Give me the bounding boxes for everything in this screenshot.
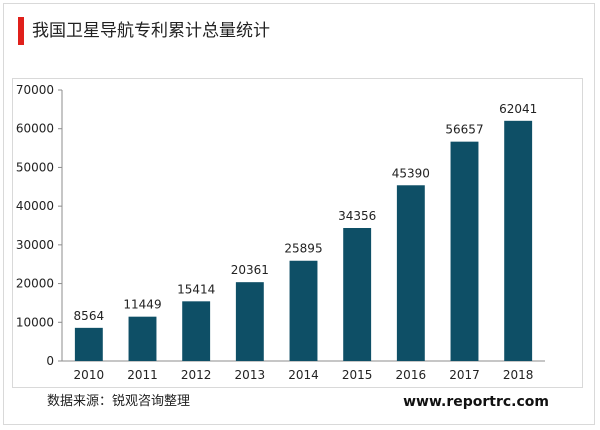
y-tick-label: 60000	[16, 122, 54, 136]
y-tick-label: 70000	[16, 83, 54, 97]
x-tick-label: 2015	[342, 368, 373, 382]
data-label: 20361	[231, 263, 269, 277]
data-label: 11449	[123, 298, 161, 312]
x-tick-label: 2011	[127, 368, 158, 382]
x-tick-label: 2016	[396, 368, 427, 382]
plot-area-border	[12, 78, 583, 388]
data-label: 56657	[445, 123, 483, 137]
x-tick-label: 2018	[503, 368, 534, 382]
x-tick-label: 2010	[74, 368, 105, 382]
y-tick-label: 40000	[16, 199, 54, 213]
y-tick-label: 20000	[16, 277, 54, 291]
x-tick-label: 2013	[235, 368, 266, 382]
data-label: 62041	[499, 102, 537, 116]
bar-2018	[504, 120, 533, 361]
page-title: 我国卫星导航专利累计总量统计	[32, 21, 270, 41]
data-label: 34356	[338, 209, 376, 223]
bar-2016	[396, 185, 425, 361]
bar-2013	[235, 282, 264, 361]
data-label: 45390	[392, 166, 430, 180]
bar-2010	[74, 327, 103, 361]
bar-2015	[343, 227, 372, 361]
x-axis: 2010 2011 2012 2013 2014 2015 2016 2017 2018	[62, 360, 545, 382]
x-tick-label: 2017	[449, 368, 480, 382]
data-label: 8564	[74, 309, 105, 323]
y-tick-label: 30000	[16, 238, 54, 252]
data-source-note: 数据来源：锐观咨询整理	[47, 394, 191, 409]
y-tick-label: 50000	[16, 160, 54, 174]
data-label: 15414	[177, 282, 215, 296]
bar-2017	[450, 141, 479, 361]
bar-2012	[182, 301, 211, 361]
y-tick-label: 10000	[16, 315, 54, 329]
x-tick-label: 2012	[181, 368, 212, 382]
y-tick-label: 0	[46, 354, 54, 368]
bars	[74, 120, 533, 361]
title-accent-bar	[18, 17, 24, 45]
website-link[interactable]: www.reportrc.com	[403, 394, 549, 410]
data-label: 25895	[284, 242, 322, 256]
bar-2014	[289, 260, 318, 361]
y-axis: 0 10000 20000 30000 40000 50000 60000 70000	[16, 83, 63, 368]
x-tick-label: 2014	[288, 368, 319, 382]
data-labels: 8564 11449 15414 20361 25895 34356 45390 56657 6…	[74, 102, 538, 323]
bar-2011	[128, 316, 157, 361]
